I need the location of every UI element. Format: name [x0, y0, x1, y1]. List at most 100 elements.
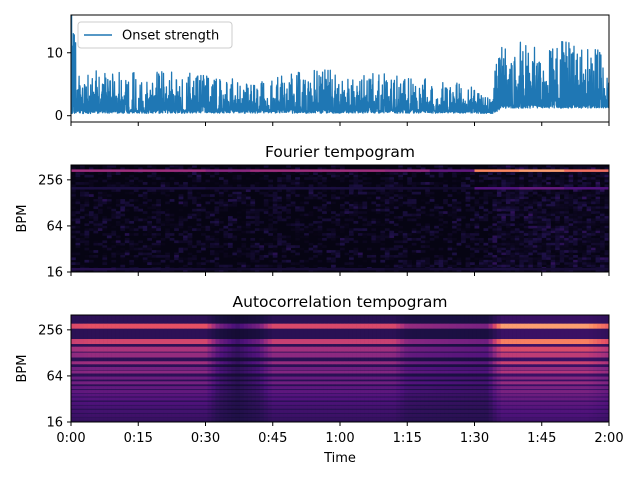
fourier-heatmap-cell: [362, 203, 368, 207]
autocorrelation-tempo-band: [600, 390, 606, 394]
autocorrelation-tempo-band: [327, 370, 333, 374]
autocorrelation-tempo-band: [588, 370, 594, 374]
fourier-heatmap-cell: [523, 189, 529, 193]
autocorrelation-tempo-band: [340, 393, 345, 397]
fourier-heatmap-cell: [573, 213, 578, 217]
autocorrelation-tempo-band: [331, 346, 337, 352]
fourier-heatmap-cell: [501, 247, 507, 251]
fourier-heatmap-cell: [402, 201, 408, 205]
fourier-heatmap-cell: [586, 206, 592, 210]
fourier-heatmap-cell: [546, 250, 552, 253]
autocorrelation-tempo-band: [492, 401, 497, 405]
autocorrelation-tempo-band: [512, 376, 517, 380]
autocorrelation-tempo-band: [416, 361, 421, 365]
fourier-heatmap-cell: [573, 242, 578, 246]
autocorrelation-tempo-band: [207, 390, 212, 394]
autocorrelation-tempo-band: [151, 352, 156, 358]
fourier-tempo-band: [564, 187, 610, 190]
fourier-heatmap-cell: [577, 165, 583, 168]
fourier-heatmap-cell: [380, 254, 386, 258]
fourier-heatmap-cell: [384, 167, 390, 171]
autocorrelation-tempo-band: [576, 367, 582, 370]
autocorrelation-tempo-band: [412, 361, 417, 365]
autocorrelation-tempo-band: [263, 386, 269, 390]
autocorrelation-tempo-band: [460, 323, 465, 329]
fourier-heatmap-cell: [550, 235, 556, 239]
fourier-heatmap-cell: [461, 230, 466, 234]
autocorrelation-tempo-band: [91, 381, 96, 385]
fourier-heatmap-cell: [366, 254, 372, 258]
autocorrelation-tempo-band: [416, 397, 421, 401]
autocorrelation-tempo-band: [79, 352, 84, 358]
fourier-heatmap-cell: [559, 223, 565, 227]
fourier-heatmap-cell: [317, 167, 323, 171]
fourier-heatmap-cell: [416, 237, 421, 241]
fourier-heatmap-cell: [178, 220, 184, 224]
fourier-heatmap-cell: [133, 233, 139, 236]
fourier-heatmap-cell: [568, 184, 574, 188]
autocorrelation-tempo-band: [512, 370, 517, 374]
fourier-heatmap-cell: [389, 189, 395, 193]
fourier-heatmap-cell: [559, 208, 565, 212]
autocorrelation-tempo-band: [584, 393, 590, 397]
autocorrelation-tempo-band: [536, 346, 542, 352]
autocorrelation-tempo-band: [500, 361, 505, 365]
fourier-heatmap-cell: [537, 233, 543, 236]
fourier-heatmap-cell: [124, 201, 130, 205]
fourier-heatmap-cell: [600, 242, 605, 246]
autocorrelation-tempo-band: [291, 367, 297, 370]
fourier-heatmap-cell: [93, 225, 99, 229]
fourier-heatmap-cell: [505, 203, 511, 207]
fourier-heatmap-cell: [115, 172, 121, 176]
fourier-heatmap-cell: [465, 269, 471, 273]
autocorrelation-tempo-band: [360, 386, 365, 390]
fourier-heatmap-cell: [564, 235, 569, 239]
fourier-heatmap-cell: [277, 177, 283, 180]
fourier-heatmap-cell: [537, 218, 543, 222]
fourier-heatmap-cell: [331, 252, 336, 256]
fourier-heatmap-cell: [124, 250, 130, 253]
autocorrelation-tempo-band: [87, 323, 92, 329]
autocorrelation-tempo-band: [572, 323, 578, 329]
fourier-heatmap-cell: [353, 177, 359, 180]
fourier-heatmap-cell: [232, 235, 238, 239]
fourier-heatmap-cell: [537, 203, 543, 207]
fourier-heatmap-cell: [187, 196, 193, 200]
fourier-heatmap-cell: [586, 250, 592, 253]
autocorrelation-tempo-band: [247, 390, 252, 394]
fourier-heatmap-cell: [568, 235, 574, 239]
fourier-heatmap-cell: [209, 242, 215, 246]
fourier-heatmap-cell: [456, 206, 462, 210]
fourier-heatmap-cell: [546, 174, 552, 178]
autocorrelation-tempo-band: [376, 361, 381, 365]
fourier-heatmap-cell: [384, 177, 390, 180]
fourier-heatmap-cell: [438, 264, 444, 268]
fourier-heatmap-cell: [505, 242, 511, 246]
autocorrelation-tempo-band: [231, 386, 236, 390]
fourier-heatmap-cell: [501, 165, 507, 168]
fourier-heatmap-cell: [443, 179, 448, 183]
fourier-heatmap-cell: [573, 259, 578, 263]
autocorrelation-tempo-band: [175, 376, 180, 380]
fourier-heatmap-cell: [501, 220, 507, 224]
autocorrelation-tempo-band: [247, 393, 252, 397]
fourier-heatmap-cell: [353, 240, 359, 244]
fourier-heatmap-cell: [353, 194, 359, 197]
y-tick-label: 256: [38, 173, 63, 188]
fourier-heatmap-cell: [259, 269, 265, 273]
autocorrelation-tempo-band: [327, 323, 333, 329]
fourier-heatmap-cell: [241, 262, 247, 265]
autocorrelation-tempo-band: [303, 401, 309, 405]
fourier-heatmap-cell: [151, 203, 157, 207]
autocorrelation-tempo-band: [468, 346, 473, 352]
fourier-heatmap-cell: [129, 259, 135, 263]
fourier-heatmap-cell: [335, 269, 341, 273]
autocorrelation-tempo-band: [520, 352, 525, 358]
fourier-heatmap-cell: [326, 208, 332, 212]
autocorrelation-tempo-band: [83, 397, 88, 401]
fourier-heatmap-cell: [241, 220, 247, 224]
fourier-heatmap-cell: [510, 230, 516, 234]
autocorrelation-tempo-band: [95, 390, 100, 394]
autocorrelation-tempo-band: [432, 390, 437, 394]
fourier-heatmap-cell: [546, 218, 552, 222]
